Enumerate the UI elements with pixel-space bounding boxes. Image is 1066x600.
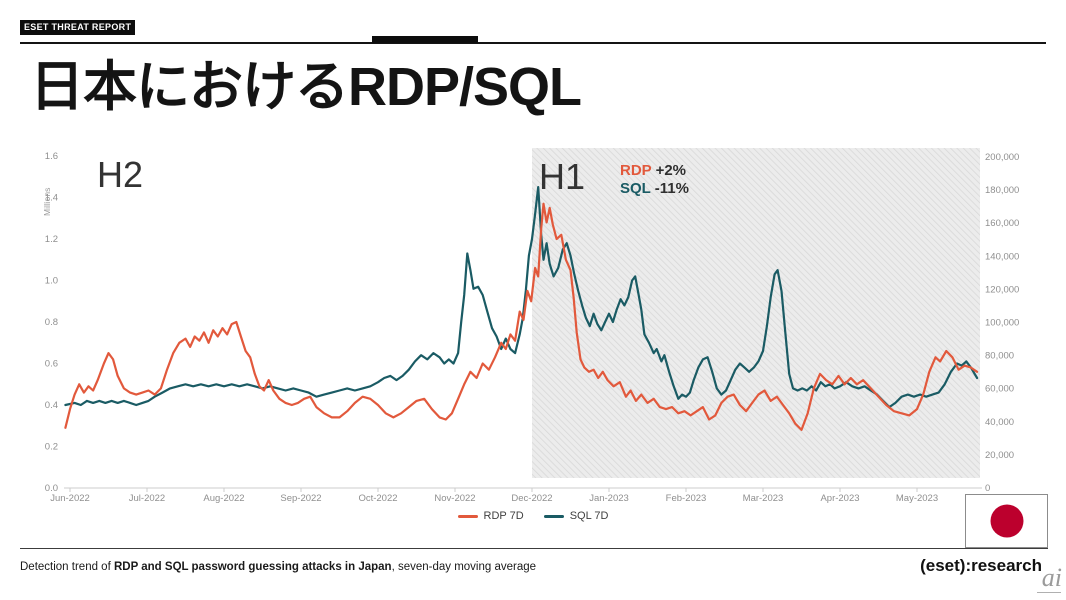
sql-change-value: -11% (654, 180, 689, 197)
left-tick-label: 0.2 (45, 442, 58, 453)
x-tick-label: Mar-2023 (743, 493, 784, 504)
right-tick-label: 40,000 (985, 417, 1014, 428)
right-tick-label: 200,000 (985, 152, 1019, 163)
x-tick-label: Nov-2022 (434, 493, 475, 504)
x-tick-label: Apr-2023 (820, 493, 859, 504)
right-tick-label: 160,000 (985, 218, 1019, 229)
left-tick-label: 0.8 (45, 317, 58, 328)
header-rule (20, 42, 1046, 44)
legend-item-sql: SQL 7D (543, 510, 609, 522)
sql-series-name: SQL (620, 180, 651, 197)
sql-change-row: SQL -11% (620, 180, 689, 198)
legend-item-rdp: RDP 7D (457, 510, 524, 522)
series-line-rdp-7d (64, 202, 979, 431)
rdp-line-swatch (457, 514, 478, 518)
h1-period-label: H1 (539, 156, 586, 197)
legend-label-rdp: RDP 7D (483, 510, 524, 522)
right-tick-label: 140,000 (985, 251, 1019, 262)
left-tick-label: 0.6 (45, 359, 58, 370)
right-tick-label: 80,000 (985, 351, 1014, 362)
page-title: 日本におけるRDP/SQL (30, 57, 582, 117)
x-tick-label: Sep-2022 (280, 493, 321, 504)
japan-flag-icon (965, 494, 1048, 548)
chart-legend: RDP 7D SQL 7D (0, 510, 1066, 522)
x-tick-label: Oct-2022 (358, 493, 397, 504)
left-tick-label: 0.4 (45, 400, 58, 411)
change-annotation: RDP +2% SQL -11% (620, 162, 689, 198)
caption-bold: RDP and SQL password guessing attacks in… (113, 561, 392, 573)
rdp-series-name: RDP (620, 162, 652, 179)
left-tick-label: 1.0 (45, 276, 58, 287)
left-tick-label: 1.2 (45, 234, 58, 245)
rdp-change-row: RDP +2% (620, 162, 689, 180)
left-tick-label: 1.6 (45, 151, 58, 162)
x-tick-label: Jan-2023 (589, 493, 629, 504)
eset-research-logo: (eset):research (920, 556, 1042, 575)
series-line-sql-7d (64, 186, 979, 409)
x-tick-label: Aug-2022 (203, 493, 244, 504)
left-tick-label: 0.0 (45, 483, 58, 494)
x-tick-label: Dec-2022 (511, 493, 552, 504)
sql-line-swatch (543, 514, 564, 518)
chart-caption: Detection trend of RDP and SQL password … (20, 561, 536, 573)
x-tick-label: Jul-2022 (129, 493, 165, 504)
right-tick-label: 100,000 (985, 318, 1019, 329)
y-axis-title: Millions (42, 187, 52, 216)
x-tick-label: Feb-2023 (666, 493, 707, 504)
h1-hatch-region (532, 148, 980, 478)
rdp-change-value: +2% (655, 162, 687, 179)
x-tick-label: Jun-2022 (50, 493, 90, 504)
right-tick-label: 120,000 (985, 284, 1019, 295)
ai-watermark: ai (1041, 563, 1062, 592)
footer-divider (20, 548, 1048, 549)
japan-flag-circle (990, 504, 1023, 538)
h2-period-label: H2 (97, 154, 144, 195)
legend-label-sql: SQL 7D (569, 510, 609, 522)
right-tick-label: 60,000 (985, 384, 1014, 395)
ai-watermark-underline (1037, 592, 1061, 593)
right-tick-label: 20,000 (985, 450, 1014, 461)
x-tick-label: May-2023 (896, 493, 938, 504)
right-tick-label: 0 (985, 483, 990, 494)
report-badge: ESET THREAT REPORT (20, 20, 136, 35)
right-tick-label: 180,000 (985, 185, 1019, 196)
caption-prefix: Detection trend of (20, 561, 114, 573)
caption-suffix: , seven-day moving average (391, 561, 537, 573)
header-accent-bar (372, 36, 478, 43)
